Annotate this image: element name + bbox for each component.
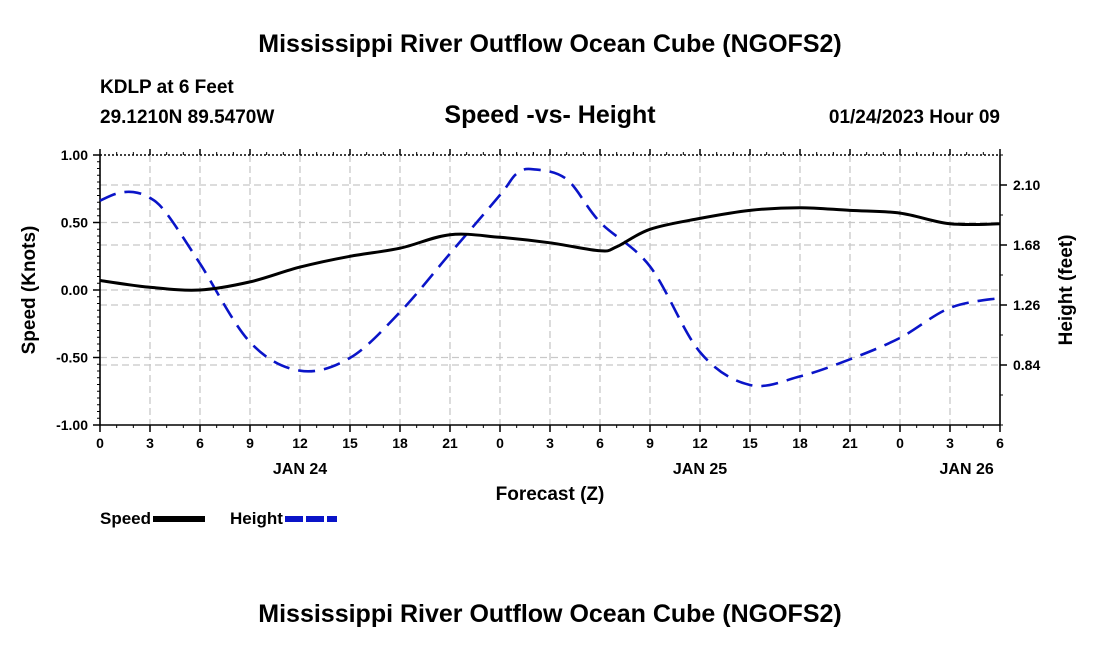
y-tick-label: 0.50 — [61, 215, 88, 231]
legend-speed-label: Speed — [100, 509, 152, 528]
y2-tick-label: 0.84 — [1013, 357, 1040, 373]
y-tick-label: 1.00 — [61, 147, 88, 163]
chart-subtitle: Speed -vs- Height — [444, 101, 656, 129]
y-tick-label: -1.00 — [56, 417, 88, 433]
x-tick-label: 6 — [196, 435, 204, 451]
x-tick-label: 9 — [246, 435, 254, 451]
x-tick-label: 6 — [996, 435, 1004, 451]
x-day-label: JAN 26 — [940, 461, 994, 478]
y2-tick-label: 1.26 — [1013, 297, 1040, 313]
x-tick-label: 0 — [896, 435, 904, 451]
chart-footer-title: Mississippi River Outflow Ocean Cube (NG… — [258, 600, 842, 628]
y-tick-label: -0.50 — [56, 350, 88, 366]
x-day-label: JAN 25 — [673, 461, 727, 478]
chart-main-title: Mississippi River Outflow Ocean Cube (NG… — [258, 30, 842, 58]
y2-tick-label: 1.68 — [1013, 237, 1040, 253]
legend-height: Height — [230, 509, 337, 529]
station-label: KDLP at 6 Feet — [100, 77, 234, 98]
x-tick-label: 3 — [546, 435, 554, 451]
x-day-label: JAN 24 — [273, 461, 327, 478]
x-tick-label: 18 — [392, 435, 408, 451]
legend-height-swatch — [284, 516, 337, 522]
x-tick-label: 12 — [292, 435, 308, 451]
x-axis-title: Forecast (Z) — [496, 484, 605, 505]
x-tick-label: 21 — [442, 435, 458, 451]
x-tick-label: 3 — [946, 435, 954, 451]
x-tick-label: 18 — [792, 435, 808, 451]
forecast-datetime: 01/24/2023 Hour 09 — [828, 107, 1000, 128]
y-axis-title: Speed (Knots) — [19, 226, 40, 355]
x-tick-label: 9 — [646, 435, 654, 451]
y2-axis-title: Height (feet) — [1056, 235, 1077, 346]
speed-series-line — [99, 206, 1001, 292]
x-tick-label: 0 — [496, 435, 504, 451]
height-series-line — [99, 167, 1001, 388]
legend-speed: Speed — [100, 509, 206, 529]
legend-height-label: Height — [230, 509, 283, 528]
x-tick-label: 15 — [742, 435, 758, 451]
y-tick-label: 0.00 — [61, 282, 88, 298]
station-coordinates: 29.1210N 89.5470W — [100, 107, 275, 128]
x-tick-label: 6 — [596, 435, 604, 451]
x-tick-label: 3 — [146, 435, 154, 451]
legend-speed-swatch — [153, 516, 206, 522]
x-tick-label: 12 — [692, 435, 708, 451]
x-tick-label: 15 — [342, 435, 358, 451]
y2-tick-label: 2.10 — [1013, 177, 1040, 193]
x-tick-label: 21 — [842, 435, 858, 451]
x-tick-label: 0 — [96, 435, 104, 451]
